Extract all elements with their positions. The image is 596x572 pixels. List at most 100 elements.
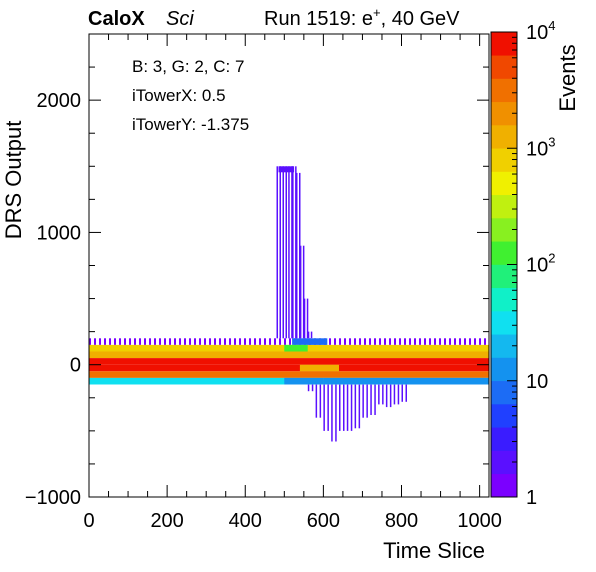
x-tick-label: 600 bbox=[307, 510, 340, 532]
heatmap-cell bbox=[189, 338, 191, 345]
heatmap-cell bbox=[459, 338, 461, 345]
heatmap-cell bbox=[89, 371, 489, 378]
heatmap-plot-area bbox=[89, 166, 489, 442]
y-axis: −1000 0 1000 2000 bbox=[25, 33, 489, 509]
z-tick-label: 102 bbox=[526, 251, 555, 277]
heatmap-cell bbox=[405, 384, 407, 402]
color-scale-segment bbox=[491, 264, 517, 289]
heatmap-cell bbox=[306, 298, 309, 339]
heatmap-cell bbox=[296, 172, 298, 339]
heatmap-cell bbox=[346, 384, 349, 431]
z-tick-label: 1 bbox=[526, 487, 537, 509]
heatmap-cell bbox=[259, 338, 261, 345]
heatmap-cell bbox=[444, 338, 446, 345]
heatmap-cell bbox=[139, 338, 141, 345]
y-tick-label: −1000 bbox=[25, 487, 81, 509]
heatmap-cell bbox=[344, 338, 346, 345]
x-axis: 0 200 400 600 800 1000 bbox=[83, 34, 502, 532]
heatmap-cell bbox=[401, 384, 403, 402]
x-tick-label: 400 bbox=[229, 510, 262, 532]
heatmap-cell bbox=[184, 338, 186, 345]
heatmap-cell bbox=[291, 166, 293, 339]
color-scale-segment bbox=[491, 241, 517, 265]
heatmap-cell bbox=[244, 338, 246, 345]
heatmap-cell bbox=[254, 338, 256, 345]
heatmap-cell bbox=[315, 384, 318, 418]
color-scale-segment bbox=[491, 125, 517, 149]
heatmap-cell bbox=[385, 384, 388, 408]
heatmap-cell bbox=[134, 338, 136, 345]
heatmap-cell bbox=[404, 338, 406, 345]
color-scale-title: Events bbox=[555, 44, 580, 111]
heatmap-cell bbox=[354, 384, 357, 429]
heatmap-cell bbox=[104, 338, 106, 345]
heatmap-cell bbox=[249, 338, 251, 345]
info-line-bgc: B: 3, G: 2, C: 7 bbox=[132, 57, 244, 76]
heatmap-cell bbox=[159, 338, 161, 345]
heatmap-cell bbox=[288, 166, 290, 339]
x-tick-label: 0 bbox=[83, 510, 94, 532]
heatmap-cell bbox=[389, 384, 392, 408]
x-tick-label: 800 bbox=[385, 510, 418, 532]
heatmap-cell bbox=[89, 358, 489, 365]
heatmap-cell bbox=[234, 338, 236, 345]
y-tick-label: 2000 bbox=[37, 90, 82, 112]
heatmap-cell bbox=[164, 338, 166, 345]
color-scale-segment bbox=[491, 357, 517, 382]
heatmap-cell bbox=[327, 384, 329, 431]
color-scale-bar bbox=[490, 31, 518, 498]
heatmap-cell bbox=[474, 338, 476, 345]
heatmap-cell bbox=[284, 344, 308, 352]
heatmap-cell bbox=[124, 338, 126, 345]
heatmap-cell bbox=[204, 338, 206, 345]
heatmap-cell bbox=[129, 338, 131, 345]
heatmap-cell bbox=[278, 166, 295, 173]
heatmap-cell bbox=[409, 338, 411, 345]
heatmap-cell bbox=[303, 298, 306, 339]
y-tick-label: 0 bbox=[70, 355, 81, 377]
heatmap-cell bbox=[302, 245, 305, 339]
z-tick-label: 104 bbox=[526, 18, 555, 44]
x-tick-label: 1000 bbox=[457, 510, 502, 532]
heatmap-cell bbox=[323, 384, 325, 431]
color-scale-segment bbox=[491, 194, 517, 219]
heatmap-cell bbox=[307, 384, 310, 392]
heatmap-cell bbox=[194, 338, 196, 345]
color-scale-segment bbox=[491, 78, 517, 103]
heatmap-cell bbox=[292, 338, 328, 345]
heatmap-cell bbox=[214, 338, 216, 345]
heatmap-cell bbox=[279, 338, 281, 345]
heatmap-cell bbox=[364, 338, 366, 345]
color-scale-segment bbox=[491, 404, 517, 428]
x-tick-label: 200 bbox=[150, 510, 183, 532]
heatmap-cell bbox=[479, 338, 481, 345]
heatmap-cell bbox=[276, 166, 278, 339]
heatmap-cell bbox=[359, 338, 361, 345]
heatmap-cell bbox=[89, 351, 489, 359]
heatmap-cell bbox=[464, 338, 466, 345]
heatmap-cell bbox=[209, 338, 211, 345]
heatmap-cell bbox=[419, 338, 421, 345]
heatmap-cell bbox=[89, 338, 91, 345]
color-scale-segment bbox=[491, 218, 517, 242]
z-tick-label: 103 bbox=[526, 134, 555, 160]
heatmap-cell bbox=[331, 384, 333, 442]
color-scale-segment bbox=[491, 311, 517, 335]
heatmap-cell bbox=[274, 338, 276, 345]
heatmap-cell bbox=[295, 166, 297, 339]
heatmap-cell bbox=[299, 172, 301, 339]
heatmap-cell bbox=[149, 338, 151, 345]
heatmap-cell bbox=[174, 338, 176, 345]
color-scale-segment bbox=[491, 32, 517, 56]
heatmap-cell bbox=[429, 338, 431, 345]
heatmap-cell bbox=[109, 338, 111, 345]
heatmap-cell bbox=[224, 338, 226, 345]
y-axis-title: DRS Output bbox=[1, 121, 26, 240]
heatmap-cell bbox=[434, 338, 436, 345]
heatmap-cell bbox=[350, 384, 353, 431]
heatmap-cell bbox=[311, 384, 314, 392]
heatmap-cell bbox=[323, 377, 489, 385]
heatmap-cell bbox=[282, 166, 284, 339]
heatmap-cell bbox=[94, 338, 96, 345]
